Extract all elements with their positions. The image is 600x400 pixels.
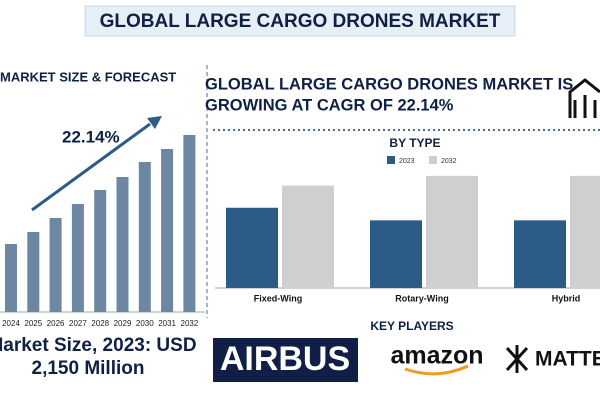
bar <box>5 244 17 312</box>
bar <box>514 220 566 288</box>
chart-title: BY TYPE <box>389 136 440 150</box>
icon <box>568 78 600 118</box>
x-tick-label: Hybrid <box>552 293 581 303</box>
headline: GLOBAL LARGE CARGO DRONES MARKET IS <box>205 75 573 93</box>
left-title: MARKET SIZE & FORECAST <box>0 69 176 84</box>
logo-icon <box>505 345 529 373</box>
x-tick-label: Rotary-Wing <box>395 293 448 303</box>
logo: amazon <box>390 342 483 370</box>
market-size: Market Size, 2023: USD <box>0 335 197 356</box>
title-banner <box>84 5 516 37</box>
annotation: 22.14% <box>62 127 120 146</box>
bar <box>116 177 129 312</box>
logo-smile <box>404 364 469 376</box>
x-tick-label: 2031 <box>158 319 176 328</box>
bar <box>226 207 278 288</box>
bar <box>426 175 478 288</box>
x-tick-label: 2027 <box>69 319 87 328</box>
x-tick-label: 2032 <box>181 319 199 328</box>
x-tick-label: 2030 <box>136 319 154 328</box>
x-tick-label: 2024 <box>2 319 20 328</box>
x-tick-label: 2025 <box>24 319 42 328</box>
page-title: GLOBAL LARGE CARGO DRONES MARKET <box>100 11 501 32</box>
x-tick-label: 2029 <box>114 319 132 328</box>
legend-swatch <box>429 156 437 164</box>
trend-arrow <box>31 116 162 212</box>
legend-label: 2023 <box>399 158 415 165</box>
bar <box>71 204 84 312</box>
bar <box>138 162 151 312</box>
bar <box>161 149 174 312</box>
logo-box <box>213 338 358 382</box>
logo: MATTER <box>535 348 600 371</box>
bar <box>49 218 62 312</box>
logo: AIRBUS <box>220 340 350 378</box>
bar <box>570 175 600 288</box>
bar <box>27 232 40 312</box>
x-tick-label: 2026 <box>47 319 65 328</box>
x-tick-label: Fixed-Wing <box>254 293 302 303</box>
bar <box>94 190 107 312</box>
bar <box>370 220 422 288</box>
headline: GROWING AT CAGR OF 22.14% <box>205 96 454 114</box>
x-tick-label: 2028 <box>91 319 109 328</box>
legend-label: 2032 <box>441 158 457 165</box>
market-size: 2,150 Million <box>32 358 145 379</box>
bar <box>183 135 196 312</box>
legend-swatch <box>387 156 395 164</box>
key-players-title: KEY PLAYERS <box>370 319 453 333</box>
bar <box>282 185 334 288</box>
